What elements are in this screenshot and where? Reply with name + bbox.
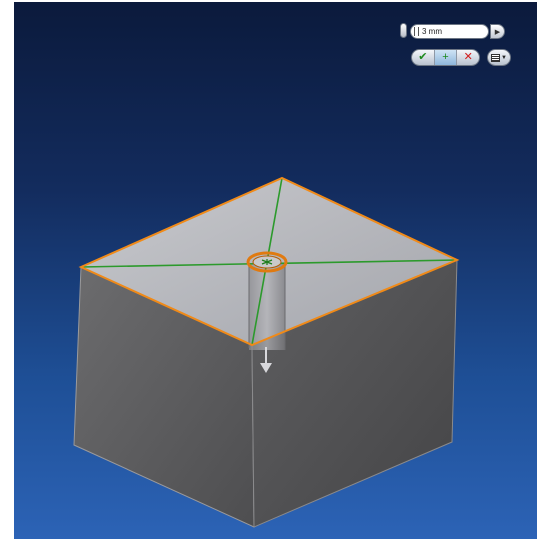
- hole-center-point[interactable]: [261, 259, 273, 265]
- hole-preview-body: [249, 264, 285, 350]
- chevron-down-icon: ▼: [501, 54, 507, 61]
- cancel-button[interactable]: ✕: [456, 50, 479, 65]
- checkmark-icon: ✔: [418, 51, 428, 63]
- mini-toolbar-actions: ✔ + ✕: [411, 49, 480, 66]
- model-scene: [73, 176, 460, 528]
- play-arrow-icon: ▶: [494, 28, 501, 36]
- ok-button[interactable]: ✔: [412, 50, 434, 65]
- mini-toolbar-grip[interactable]: [400, 23, 407, 38]
- plus-icon: +: [442, 51, 449, 63]
- list-options-icon: [491, 53, 501, 62]
- distance-value-field[interactable]: 3 mm: [410, 24, 489, 39]
- value-field-marker-icon: [414, 27, 419, 36]
- options-dropdown-button[interactable]: ▼: [487, 49, 511, 66]
- close-icon: ✕: [463, 51, 473, 63]
- graphics-viewport[interactable]: 3 mm ▶ ✔ + ✕ ▼: [14, 2, 537, 539]
- hole-ring-outer[interactable]: [246, 251, 288, 273]
- top-face-edge-highlight[interactable]: [78, 176, 460, 347]
- value-dropdown-button[interactable]: ▶: [490, 24, 505, 39]
- distance-value-text: 3 mm: [422, 26, 442, 36]
- direction-arrow-icon[interactable]: [260, 347, 272, 373]
- apply-button[interactable]: +: [433, 50, 457, 65]
